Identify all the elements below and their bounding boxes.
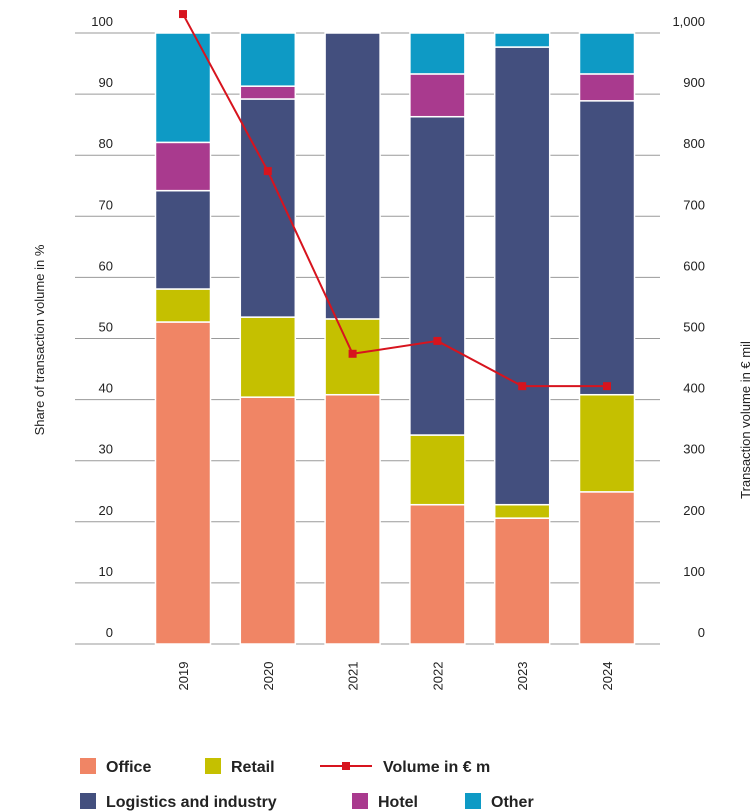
legend-label: Hotel (378, 794, 418, 811)
y-tick-label: 0 (106, 625, 113, 640)
legend-swatch (80, 793, 96, 809)
bar-segment (578, 32, 636, 75)
bar-segment (154, 288, 212, 323)
line-marker (348, 349, 357, 358)
y-tick-label: 90 (99, 75, 113, 90)
line-series (182, 13, 607, 388)
line-marker (263, 167, 272, 176)
bar-segment (154, 32, 212, 144)
y2-tick-label: 0 (698, 625, 705, 640)
y2-tick-label: 300 (683, 442, 705, 457)
bar-segment (239, 85, 297, 100)
bar-segment (409, 115, 466, 436)
bar-segment (239, 32, 297, 87)
y-tick-label: 60 (99, 258, 113, 273)
y-tick-label: 20 (99, 503, 113, 518)
y2-tick-label: 900 (683, 75, 705, 90)
line-marker (603, 382, 611, 391)
legend-label: Volume in € m (383, 759, 490, 776)
y2-tick-label: 100 (683, 564, 705, 579)
bar-segment (324, 393, 381, 645)
bar-segment (493, 46, 551, 506)
bar-segment (578, 100, 636, 396)
bar-segment (409, 73, 466, 118)
bar-segment (409, 503, 466, 645)
bar-segment (409, 434, 466, 506)
legend-label: Retail (231, 759, 275, 776)
y2-axis-label: Transaction volume in € mil (738, 341, 751, 499)
legend-label: Office (106, 759, 151, 776)
y2-tick-label: 200 (683, 503, 705, 518)
y-tick-label: 70 (99, 197, 113, 212)
x-tick-label: 2022 (430, 662, 445, 691)
x-tick-label: 2021 (346, 662, 361, 691)
y-tick-label: 40 (99, 381, 113, 396)
x-tick-label: 2019 (176, 662, 191, 691)
y2-tick-label: 500 (683, 320, 705, 335)
y-axis-label: Share of transaction volume in % (32, 244, 47, 435)
bar-segment (324, 32, 381, 320)
y2-tick-label: 600 (683, 258, 705, 273)
y-tick-label: 50 (99, 320, 113, 335)
legend-swatch (205, 758, 221, 774)
legend-label: Other (491, 794, 534, 811)
bar-segment (578, 491, 636, 645)
x-tick-label: 2020 (261, 662, 276, 691)
legend-swatch (465, 793, 481, 809)
bar-segment (154, 189, 212, 290)
bar-segment (493, 503, 551, 519)
line-marker (433, 336, 442, 345)
x-tick-label: 2024 (600, 662, 615, 691)
bar-segment (578, 393, 636, 493)
legend-marker (342, 762, 350, 770)
bar-segment (493, 517, 551, 645)
line-marker (179, 10, 187, 19)
bar-segment (578, 73, 636, 102)
y2-tick-label: 400 (683, 381, 705, 396)
legend-swatch (352, 793, 368, 809)
legend-label: Logistics and industry (106, 794, 277, 811)
x-tick-label: 2023 (515, 662, 530, 691)
y2-tick-label: 700 (683, 197, 705, 212)
y2-tick-label: 800 (683, 136, 705, 151)
y-tick-label: 100 (91, 14, 113, 29)
y-tick-label: 10 (99, 564, 113, 579)
y-tick-label: 80 (99, 136, 113, 151)
bar-segment (154, 141, 212, 192)
bar-segment (409, 32, 466, 75)
legend-swatch (80, 758, 96, 774)
line-marker (518, 382, 527, 391)
y2-tick-label: 1,000 (672, 14, 705, 29)
bar-segment (239, 316, 297, 398)
y-tick-label: 30 (99, 442, 113, 457)
bar-segment (239, 396, 297, 645)
bar-segment (239, 98, 297, 318)
bar-segment (154, 321, 212, 645)
bar-segment (493, 32, 551, 48)
